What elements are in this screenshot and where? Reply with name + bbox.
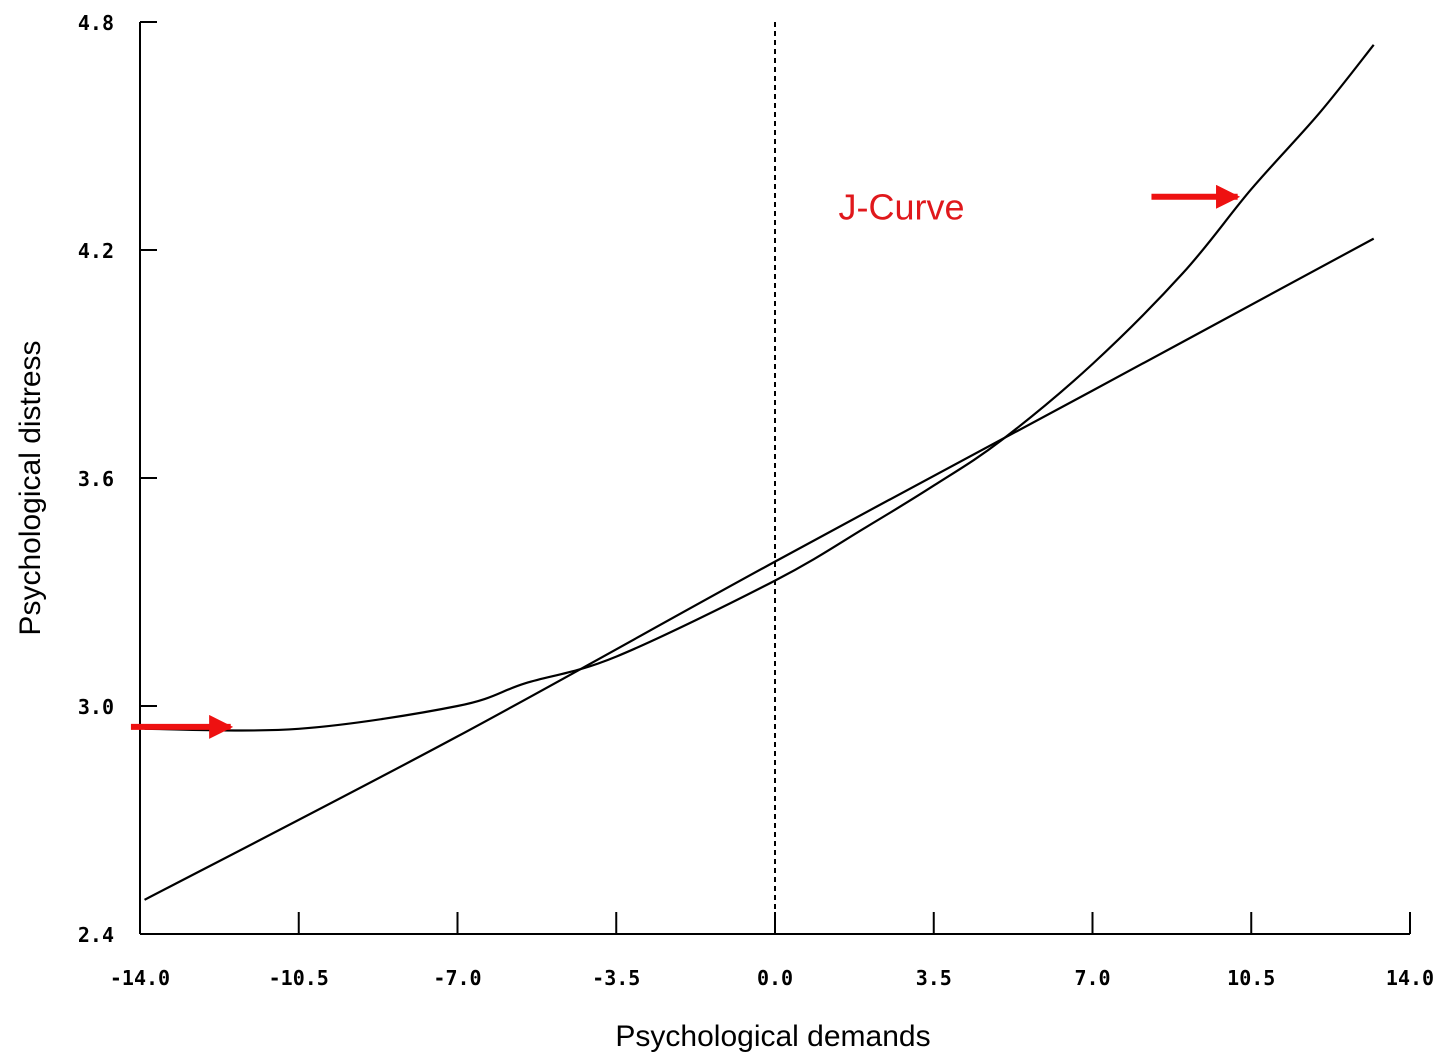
y-tick-label: 3.0 bbox=[78, 695, 114, 719]
x-tick-label: -10.5 bbox=[269, 966, 329, 990]
y-axis-title: Psychological distress bbox=[14, 340, 47, 635]
y-tick-label: 4.2 bbox=[78, 239, 114, 263]
x-tick-label: 14.0 bbox=[1386, 966, 1434, 990]
series-linear bbox=[144, 237, 1375, 901]
y-tick-label: 2.4 bbox=[78, 923, 114, 947]
y-tick-label: 4.8 bbox=[78, 11, 114, 35]
x-tick-label: 10.5 bbox=[1227, 966, 1275, 990]
x-tick-label: -3.5 bbox=[592, 966, 640, 990]
x-tick-label: -14.0 bbox=[110, 966, 170, 990]
annotation-j-curve: J-Curve bbox=[839, 187, 965, 228]
x-tick-label: 0.0 bbox=[757, 966, 793, 990]
x-tick-label: -7.0 bbox=[433, 966, 481, 990]
x-tick-label: 7.0 bbox=[1074, 966, 1110, 990]
x-ticks: -14.0 -10.5 -7.0 -3.5 0.0 3.5 7.0 10.5 14.0 bbox=[110, 912, 1434, 990]
x-tick-label: 3.5 bbox=[916, 966, 952, 990]
x-axis-title: Psychological demands bbox=[615, 1020, 930, 1053]
y-tick-label: 3.6 bbox=[78, 467, 114, 491]
y-ticks: 2.4 3.0 3.6 4.2 4.8 bbox=[78, 11, 157, 947]
series-j-curve bbox=[144, 44, 1375, 732]
